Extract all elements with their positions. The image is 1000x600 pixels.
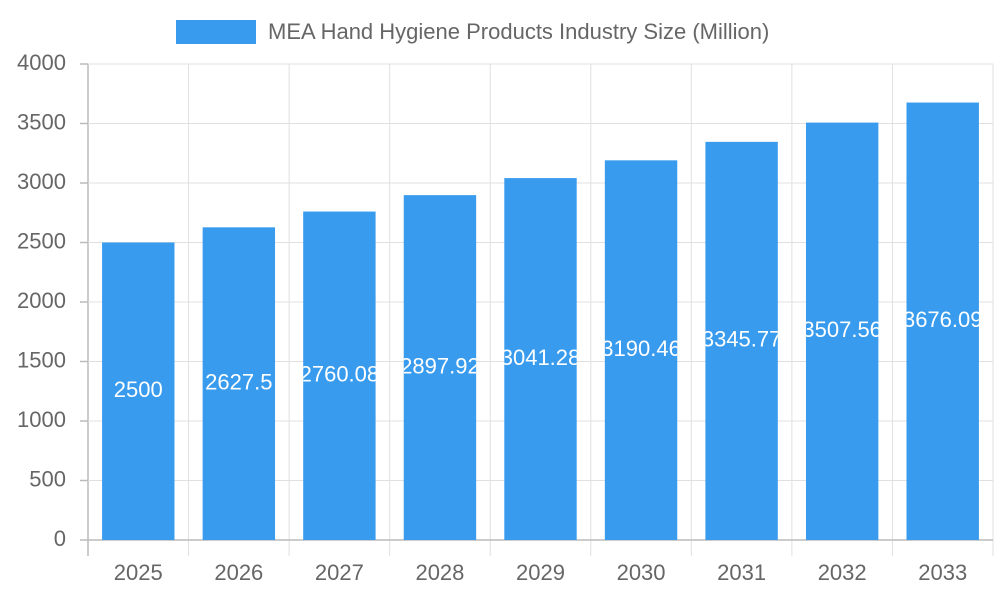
x-tick-label: 2033 [918,560,967,585]
y-tick-label: 3000 [17,169,66,194]
x-tick-label: 2026 [214,560,263,585]
x-tick-label: 2031 [717,560,766,585]
bar [906,102,979,540]
x-tick-label: 2025 [114,560,163,585]
data-label: 2627.5 [205,369,272,394]
bar [805,122,879,541]
y-tick-label: 2000 [17,288,66,313]
y-tick-label: 2500 [17,228,66,253]
legend-label: MEA Hand Hygiene Products Industry Size … [268,19,769,44]
bar [303,211,376,540]
x-tick-label: 2027 [315,560,364,585]
y-tick-label: 500 [29,466,66,491]
y-tick-label: 0 [54,526,66,551]
bar [403,195,477,540]
data-label: 3190.46 [601,336,681,361]
bar [102,242,175,540]
bar [202,227,276,540]
x-tick-label: 2032 [818,560,867,585]
data-label: 2500 [114,377,163,402]
bar [504,178,577,540]
y-tick-label: 1500 [17,347,66,372]
bar [705,141,778,540]
x-tick-label: 2028 [415,560,464,585]
y-tick-label: 3500 [17,109,66,134]
data-label: 2760.08 [300,362,380,387]
data-label: 3507.56 [802,317,882,342]
data-label: 3345.77 [702,327,782,352]
x-tick-label: 2030 [617,560,666,585]
data-label: 3676.09 [903,307,983,332]
x-tick-label: 2029 [516,560,565,585]
bar [604,160,678,540]
data-label: 3041.28 [501,345,581,370]
y-tick-label: 1000 [17,407,66,432]
y-tick-label: 4000 [17,50,66,75]
legend-swatch [176,20,256,44]
data-label: 2897.92 [400,353,480,378]
